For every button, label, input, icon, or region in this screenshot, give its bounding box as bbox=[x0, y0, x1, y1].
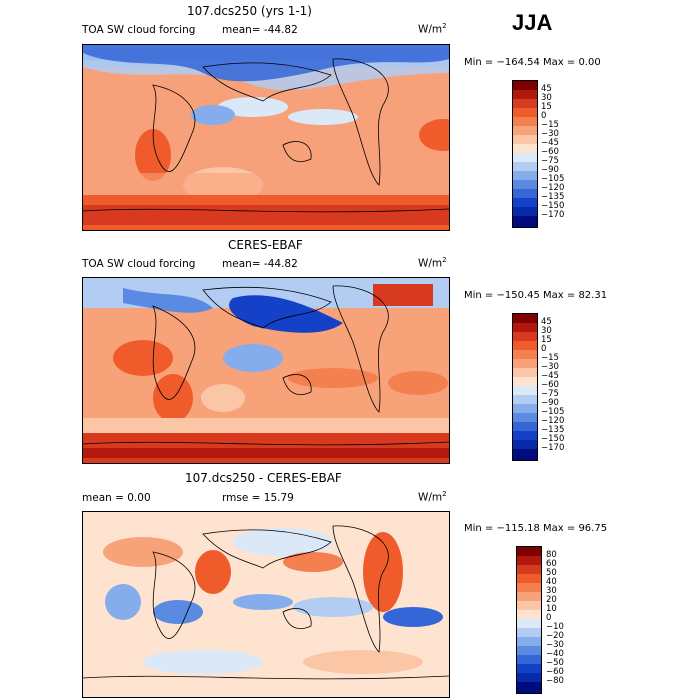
cb1-label: −60 bbox=[541, 147, 559, 157]
panel1-units: W/m2 bbox=[418, 22, 447, 36]
cb2-label: −150 bbox=[541, 434, 565, 444]
panel1-map bbox=[82, 44, 450, 231]
cb3-label: −60 bbox=[546, 667, 564, 677]
cb3-label: −10 bbox=[546, 622, 564, 632]
cb1-label: 30 bbox=[541, 93, 552, 103]
panel2-variable: TOA SW cloud forcing bbox=[82, 258, 196, 270]
cb3-label: −50 bbox=[546, 658, 564, 668]
panel3-mean: mean = 0.00 bbox=[82, 492, 151, 504]
panel3-units: W/m2 bbox=[418, 490, 447, 504]
cb2-label: −45 bbox=[541, 371, 559, 381]
cb1-label: 0 bbox=[541, 111, 547, 121]
cb2-label: −90 bbox=[541, 398, 559, 408]
cb2-label: −105 bbox=[541, 407, 565, 417]
cb2-label: −30 bbox=[541, 362, 559, 372]
cb1-label: −105 bbox=[541, 174, 565, 184]
cb1-label: −120 bbox=[541, 183, 565, 193]
panel2-colorbar bbox=[512, 313, 538, 461]
cb2-label: −120 bbox=[541, 416, 565, 426]
cb2-label: −170 bbox=[541, 443, 565, 453]
cb2-label: −60 bbox=[541, 380, 559, 390]
cb1-label: −90 bbox=[541, 165, 559, 175]
cb3-label: 60 bbox=[546, 559, 557, 569]
panel2-title: CERES-EBAF bbox=[228, 238, 303, 252]
cb2-label: −135 bbox=[541, 425, 565, 435]
cb3-label: 30 bbox=[546, 586, 557, 596]
panel3-colorbar bbox=[516, 546, 542, 694]
panel1-colorbar bbox=[512, 80, 538, 228]
cb1-label: −75 bbox=[541, 156, 559, 166]
cb1-label: 15 bbox=[541, 102, 552, 112]
cb3-label: −40 bbox=[546, 649, 564, 659]
cb2-label: 15 bbox=[541, 335, 552, 345]
cb2-label: −15 bbox=[541, 353, 559, 363]
panel1-minmax: Min = −164.54 Max = 0.00 bbox=[464, 57, 601, 68]
cb3-label: −80 bbox=[546, 676, 564, 686]
cb1-label: −30 bbox=[541, 129, 559, 139]
season-label: JJA bbox=[512, 10, 553, 35]
cb1-label: −45 bbox=[541, 138, 559, 148]
panel2-map bbox=[82, 277, 450, 464]
panel2-mean: mean= -44.82 bbox=[222, 258, 298, 270]
cb2-label: −75 bbox=[541, 389, 559, 399]
cb3-label: 80 bbox=[546, 550, 557, 560]
cb2-label: 30 bbox=[541, 326, 552, 336]
cb1-label: −135 bbox=[541, 192, 565, 202]
panel2-minmax: Min = −150.45 Max = 82.31 bbox=[464, 290, 608, 301]
panel3-title: 107.dcs250 - CERES-EBAF bbox=[185, 471, 342, 485]
cb1-label: 45 bbox=[541, 84, 552, 94]
cb3-label: −30 bbox=[546, 640, 564, 650]
cb3-label: 40 bbox=[546, 577, 557, 587]
panel2-units: W/m2 bbox=[418, 256, 447, 270]
panel3-minmax: Min = −115.18 Max = 96.75 bbox=[464, 523, 608, 534]
cb3-label: 10 bbox=[546, 604, 557, 614]
panel3-map bbox=[82, 511, 450, 698]
cb3-label: −20 bbox=[546, 631, 564, 641]
cb3-label: 20 bbox=[546, 595, 557, 605]
cb2-label: 0 bbox=[541, 344, 547, 354]
panel3-rmse: rmse = 15.79 bbox=[222, 492, 294, 504]
cb3-label: 0 bbox=[546, 613, 552, 623]
cb2-label: 45 bbox=[541, 317, 552, 327]
cb1-label: −170 bbox=[541, 210, 565, 220]
cb1-label: −15 bbox=[541, 120, 559, 130]
panel1-title: 107.dcs250 (yrs 1-1) bbox=[187, 4, 312, 18]
cb3-label: 50 bbox=[546, 568, 557, 578]
cb1-label: −150 bbox=[541, 201, 565, 211]
panel1-variable: TOA SW cloud forcing bbox=[82, 24, 196, 36]
panel1-mean: mean= -44.82 bbox=[222, 24, 298, 36]
